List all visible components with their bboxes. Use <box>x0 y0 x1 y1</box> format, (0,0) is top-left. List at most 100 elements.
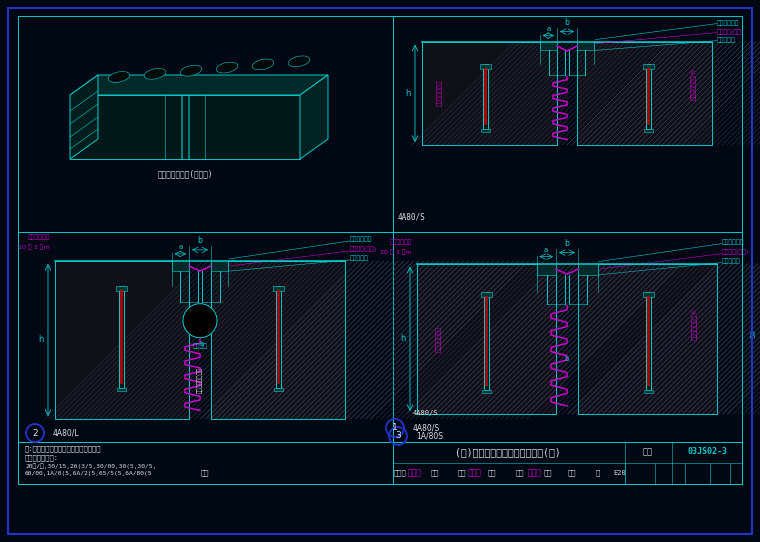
Text: 无水泥砂浆填充: 无水泥砂浆填充 <box>437 80 443 106</box>
Text: 2: 2 <box>32 429 38 437</box>
Bar <box>642 292 654 296</box>
Bar <box>119 286 124 389</box>
Bar <box>481 128 490 132</box>
Bar <box>647 295 650 386</box>
Text: 校对: 校对 <box>488 470 496 476</box>
Text: 图名: 图名 <box>201 470 209 476</box>
Text: 无水泥砂浆填充®: 无水泥砂浆填充® <box>692 307 698 340</box>
Text: 4A80/L: 4A80/L <box>53 429 80 437</box>
Text: 设计方: 设计方 <box>394 470 407 476</box>
Bar <box>422 42 557 145</box>
Ellipse shape <box>252 59 274 70</box>
Bar <box>578 263 717 414</box>
Text: b: b <box>198 236 202 245</box>
Text: 1A/80S: 1A/80S <box>416 431 443 441</box>
Text: 可选伸缩缝宽度:: 可选伸缩缝宽度: <box>25 455 59 461</box>
Bar <box>643 63 654 69</box>
Bar <box>480 63 491 69</box>
Text: a: a <box>178 244 182 250</box>
Text: E20: E20 <box>613 470 626 476</box>
Text: (地)地面单列嵌平型变形缝装置(一): (地)地面单列嵌平型变形缝装置(一) <box>455 447 561 457</box>
Bar <box>577 42 712 145</box>
Bar <box>482 390 490 393</box>
Text: a: a <box>546 25 550 31</box>
Text: 铝合金固定材: 铝合金固定材 <box>389 239 412 244</box>
Text: b: b <box>565 356 569 362</box>
Text: 日期: 日期 <box>516 470 524 476</box>
Text: 铝合金盖板: 铝合金盖板 <box>717 38 736 43</box>
Text: b: b <box>200 341 204 347</box>
Text: 20号/从,30/15,26(3/5,30/00,30(5,30/5,: 20号/从,30/15,26(3/5,30/00,30(5,30/5, <box>25 463 157 469</box>
Bar <box>211 261 229 271</box>
Bar <box>422 42 557 145</box>
Bar <box>274 389 283 391</box>
Ellipse shape <box>108 72 130 82</box>
Text: 注:适用于轻荷载地面，如产房、走庻。: 注:适用于轻荷载地面，如产房、走庻。 <box>25 446 102 453</box>
Bar <box>484 68 487 125</box>
Bar <box>537 263 556 275</box>
Text: 无水泥砂浆填充: 无水泥砂浆填充 <box>436 326 442 352</box>
Bar <box>577 42 594 50</box>
Ellipse shape <box>180 65 202 76</box>
Polygon shape <box>300 75 328 159</box>
Polygon shape <box>70 95 300 159</box>
Text: 平: 平 <box>596 470 600 476</box>
Text: 弹性胶封(密封): 弹性胶封(密封) <box>722 249 749 255</box>
Text: 审核: 审核 <box>431 470 439 476</box>
Bar <box>277 291 280 384</box>
Circle shape <box>183 304 217 338</box>
Text: 03JS02-3: 03JS02-3 <box>687 448 727 456</box>
Text: 4A80/S: 4A80/S <box>413 410 439 416</box>
Text: 50: 50 <box>750 330 756 338</box>
Polygon shape <box>70 75 98 159</box>
Ellipse shape <box>144 68 166 79</box>
Bar <box>55 261 189 419</box>
Bar <box>577 42 712 145</box>
Bar <box>417 263 556 414</box>
Polygon shape <box>70 75 328 95</box>
Text: 丁号: 丁号 <box>568 470 576 476</box>
Text: 丁市: 丁市 <box>543 470 553 476</box>
Bar <box>120 291 123 384</box>
Bar <box>276 286 280 389</box>
Bar <box>116 286 127 292</box>
Bar <box>646 63 651 128</box>
Text: 华山化: 华山化 <box>528 468 542 478</box>
Text: 图号: 图号 <box>643 448 653 456</box>
Bar <box>483 292 489 390</box>
Text: 60/00,1A/0(5,6A/2(5,65/5(5,6A/80(5: 60/00,1A/0(5,6A/2(5,65/5(5,6A/80(5 <box>25 472 153 476</box>
Text: 弹性嵌缝填充材料: 弹性嵌缝填充材料 <box>197 367 203 393</box>
Bar <box>578 263 597 275</box>
Bar <box>417 263 556 414</box>
Text: a: a <box>544 247 549 253</box>
Text: 20 宽 3 号m: 20 宽 3 号m <box>381 249 412 255</box>
Text: 4A80/S: 4A80/S <box>413 423 440 433</box>
Bar <box>540 42 557 50</box>
Bar <box>211 261 345 419</box>
Text: h: h <box>401 334 406 343</box>
Text: 4A80/S: 4A80/S <box>398 212 426 222</box>
Text: 铝合金固定材: 铝合金固定材 <box>27 234 50 240</box>
Bar <box>578 263 717 414</box>
Text: 制图师: 制图师 <box>468 468 482 478</box>
Text: 弹性胶封(密封): 弹性胶封(密封) <box>717 30 744 35</box>
Bar <box>172 261 189 271</box>
Ellipse shape <box>216 62 238 73</box>
Text: 地面单列缝装置(仿真图): 地面单列缝装置(仿真图) <box>157 170 213 178</box>
Text: 制图: 制图 <box>458 470 466 476</box>
Text: b: b <box>565 238 569 248</box>
Bar <box>644 390 653 393</box>
Text: 铝合金盖板: 铝合金盖板 <box>350 255 369 261</box>
Bar <box>273 286 283 292</box>
Bar <box>117 389 126 391</box>
Bar <box>485 295 487 386</box>
Text: 无水泥砂浆填充®: 无水泥砂浆填充® <box>691 67 697 100</box>
Bar <box>647 68 650 125</box>
Text: 铝合金支架座: 铝合金支架座 <box>717 21 739 27</box>
Text: b: b <box>565 17 569 27</box>
Text: h: h <box>405 89 410 98</box>
Text: 1: 1 <box>392 423 398 433</box>
Text: 排水胶管: 排水胶管 <box>192 344 207 349</box>
Ellipse shape <box>288 56 310 67</box>
Text: 铝合金支架座: 铝合金支架座 <box>722 239 745 244</box>
